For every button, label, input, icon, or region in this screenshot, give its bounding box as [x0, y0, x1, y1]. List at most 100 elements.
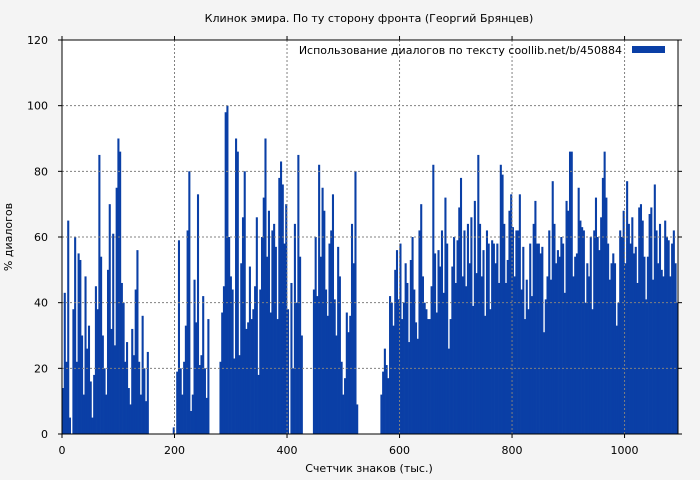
y-tick-label: 40	[34, 297, 48, 310]
bar	[517, 230, 520, 434]
bar	[574, 256, 577, 434]
bar	[221, 312, 224, 434]
bar	[228, 237, 231, 434]
bar	[518, 194, 521, 434]
x-tick-label: 1000	[611, 444, 639, 457]
bar	[404, 263, 407, 434]
bar	[435, 312, 438, 434]
bar	[594, 197, 598, 434]
bar	[233, 358, 236, 434]
bar	[430, 286, 433, 434]
bar	[190, 411, 193, 434]
y-tick-label: 120	[27, 34, 48, 47]
bar	[292, 368, 295, 434]
bar	[498, 282, 501, 434]
bar	[113, 345, 116, 434]
bar	[240, 263, 243, 434]
bar	[333, 299, 336, 434]
bar	[176, 371, 179, 434]
bar	[582, 230, 585, 434]
bar	[434, 253, 437, 434]
bar	[432, 164, 435, 434]
bar	[593, 230, 596, 434]
bar	[473, 200, 476, 434]
bar	[68, 417, 71, 434]
bar	[84, 276, 87, 434]
bar	[558, 256, 561, 434]
bar	[660, 269, 663, 434]
bar	[631, 217, 634, 434]
bar	[186, 230, 189, 434]
bar	[200, 355, 203, 434]
bar	[491, 240, 494, 434]
bar	[115, 187, 118, 434]
bar	[344, 378, 347, 434]
bar	[664, 220, 667, 434]
bar	[203, 368, 206, 434]
bar	[657, 263, 660, 434]
bar	[231, 289, 234, 434]
bar	[549, 279, 553, 434]
bar	[247, 322, 250, 434]
bar	[331, 194, 335, 434]
chart-title: Клинок эмира. По ту сторону фронта (Геор…	[205, 12, 534, 25]
bar	[229, 276, 232, 434]
bar	[416, 338, 419, 434]
bar	[127, 388, 130, 434]
bar	[674, 263, 677, 434]
bar	[480, 276, 483, 434]
bar	[276, 319, 279, 434]
bar	[145, 401, 148, 434]
bar	[629, 243, 632, 434]
bar	[537, 243, 540, 434]
bar	[138, 361, 141, 434]
bar	[622, 210, 625, 434]
bar	[380, 394, 383, 434]
bar	[338, 276, 341, 434]
bar	[506, 259, 509, 434]
bar	[126, 342, 129, 434]
bar	[108, 204, 111, 434]
bar	[274, 246, 277, 434]
y-tick-label: 20	[34, 362, 48, 375]
bar	[65, 361, 68, 434]
bar	[612, 253, 615, 434]
bar	[385, 365, 388, 434]
bar	[648, 214, 651, 434]
y-tick-label: 60	[34, 231, 48, 244]
x-tick-label: 400	[277, 444, 298, 457]
bar	[458, 207, 461, 434]
bar	[75, 361, 78, 434]
bar	[414, 322, 418, 434]
bar	[254, 286, 257, 434]
bar	[297, 154, 300, 435]
bar	[184, 325, 187, 434]
bar	[619, 230, 622, 434]
bar	[501, 174, 504, 434]
bar	[449, 319, 452, 434]
bar	[615, 325, 618, 434]
bar	[271, 230, 274, 434]
bar	[447, 348, 450, 434]
bar	[553, 223, 556, 434]
bar	[183, 361, 186, 434]
bar	[318, 164, 321, 434]
bar	[342, 394, 345, 434]
bar	[588, 276, 591, 434]
bar	[255, 217, 258, 434]
bar	[120, 282, 123, 434]
bar	[541, 246, 544, 434]
bar	[440, 230, 444, 434]
bar	[409, 259, 412, 434]
x-axis-label: Счетчик знаков (тыс.)	[305, 462, 433, 475]
bar	[672, 230, 675, 434]
bar	[106, 269, 110, 434]
bar	[119, 151, 122, 434]
bar	[520, 289, 523, 434]
bar	[639, 204, 643, 434]
bar	[638, 207, 641, 434]
bar	[551, 181, 554, 434]
plot-area: 0 20 40 60 80 100 120 0 200 400 600 800 1000	[27, 34, 682, 457]
bar	[281, 184, 284, 434]
